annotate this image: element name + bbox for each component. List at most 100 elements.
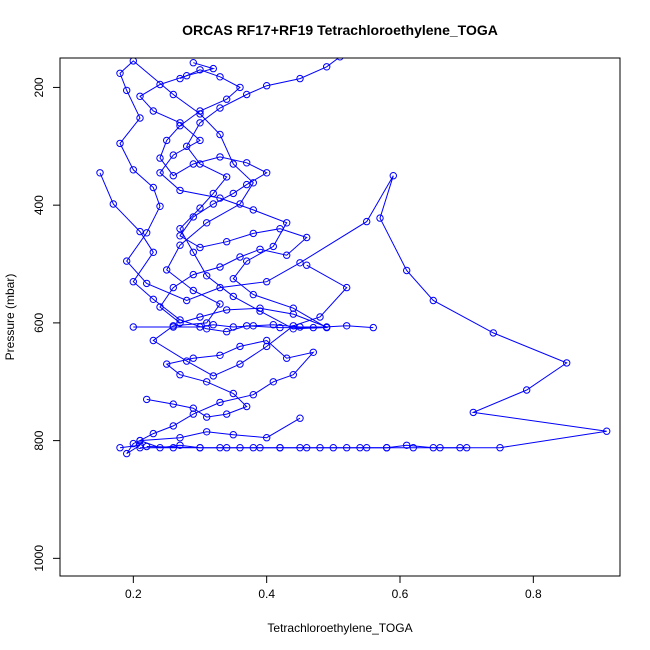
data-point xyxy=(303,261,311,269)
data-point xyxy=(223,173,231,181)
data-point xyxy=(276,225,284,233)
data-point xyxy=(169,422,178,430)
data-point xyxy=(309,348,317,356)
series-3 xyxy=(129,66,331,331)
data-point xyxy=(303,233,311,242)
data-point xyxy=(429,296,437,305)
data-point xyxy=(176,441,184,449)
data-point xyxy=(196,243,204,252)
data-point xyxy=(203,272,211,280)
data-point xyxy=(169,444,178,452)
data-point xyxy=(216,263,224,271)
data-point xyxy=(189,248,198,257)
data-point xyxy=(169,400,178,408)
data-point xyxy=(149,183,158,192)
data-point xyxy=(436,444,444,452)
data-point xyxy=(189,270,198,279)
y-tick-label: 800 xyxy=(32,430,46,450)
data-point xyxy=(169,151,178,159)
data-point xyxy=(203,325,211,333)
data-point xyxy=(303,444,311,452)
data-point xyxy=(236,253,244,261)
data-point xyxy=(356,444,364,452)
data-point xyxy=(276,444,284,452)
x-tick-label: 0.2 xyxy=(125,587,142,601)
data-point xyxy=(243,322,251,330)
data-point xyxy=(163,136,171,145)
series-2 xyxy=(136,58,344,333)
data-point xyxy=(216,73,224,81)
series-line xyxy=(99,172,374,333)
data-point xyxy=(116,444,124,452)
data-point xyxy=(203,413,211,421)
data-point xyxy=(329,444,337,452)
plot-frame xyxy=(59,57,621,577)
data-point xyxy=(129,323,138,331)
data-point xyxy=(403,266,411,275)
data-point xyxy=(369,323,377,332)
data-point xyxy=(203,219,211,227)
data-point xyxy=(229,292,238,301)
series-6 xyxy=(136,442,471,452)
data-point xyxy=(343,283,351,292)
y-axis-label: Pressure (mbar) xyxy=(3,274,17,361)
data-point xyxy=(143,395,151,404)
data-point xyxy=(196,444,204,452)
data-point xyxy=(176,434,184,442)
data-point xyxy=(189,213,198,221)
data-point xyxy=(136,92,144,101)
data-point xyxy=(176,241,184,249)
data-point xyxy=(229,431,238,439)
data-point xyxy=(143,442,151,451)
x-axis-label: Tetrachloroethylene_TOGA xyxy=(267,621,412,635)
series-line xyxy=(139,339,315,442)
data-point xyxy=(156,169,164,177)
data-point xyxy=(189,160,198,168)
data-point xyxy=(176,225,184,233)
data-point xyxy=(523,386,531,394)
data-point xyxy=(189,59,198,67)
data-point xyxy=(363,217,371,226)
data-point xyxy=(256,304,264,312)
data-point xyxy=(296,414,304,422)
data-point xyxy=(183,357,191,365)
data-point xyxy=(229,275,238,283)
data-point xyxy=(223,444,231,452)
data-point xyxy=(263,336,271,345)
data-point xyxy=(223,95,231,103)
data-point xyxy=(269,321,277,329)
data-point xyxy=(276,323,284,332)
data-point xyxy=(116,69,124,78)
data-point xyxy=(156,202,164,211)
data-point xyxy=(156,80,164,89)
data-point xyxy=(216,153,224,161)
data-point xyxy=(289,371,297,379)
data-point xyxy=(149,248,158,257)
data-point xyxy=(189,286,198,295)
data-point xyxy=(383,444,391,452)
data-point xyxy=(223,410,231,418)
data-point xyxy=(216,351,224,359)
data-point xyxy=(389,172,397,180)
data-point xyxy=(196,119,204,127)
data-point xyxy=(196,107,204,115)
data-point xyxy=(263,82,271,90)
data-point xyxy=(136,114,144,122)
data-point xyxy=(136,436,144,445)
series-layer xyxy=(96,58,611,458)
data-point xyxy=(176,122,184,130)
data-point xyxy=(169,283,178,292)
data-point xyxy=(229,189,238,198)
data-point xyxy=(129,166,138,174)
data-point xyxy=(163,360,171,368)
data-point xyxy=(296,259,304,267)
data-point xyxy=(216,283,224,292)
data-point xyxy=(183,72,191,80)
data-point xyxy=(136,227,144,236)
data-point xyxy=(316,313,324,321)
data-point xyxy=(163,266,171,274)
data-point xyxy=(183,142,191,151)
data-point xyxy=(256,245,264,254)
data-point xyxy=(249,444,258,452)
data-point xyxy=(203,378,211,386)
